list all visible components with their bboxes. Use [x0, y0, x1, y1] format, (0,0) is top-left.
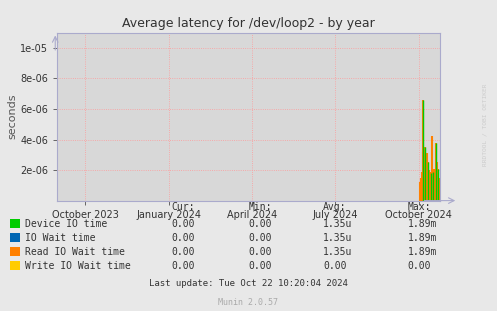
- Text: Cur:: Cur:: [171, 202, 195, 212]
- Text: 1.35u: 1.35u: [323, 233, 352, 243]
- Text: Min:: Min:: [248, 202, 272, 212]
- Text: Read IO Wait time: Read IO Wait time: [25, 247, 125, 257]
- Text: 0.00: 0.00: [171, 233, 195, 243]
- Text: 0.00: 0.00: [323, 261, 346, 271]
- Text: 1.89m: 1.89m: [408, 247, 437, 257]
- Text: 0.00: 0.00: [248, 261, 272, 271]
- Text: 1.35u: 1.35u: [323, 219, 352, 229]
- Text: 0.00: 0.00: [171, 261, 195, 271]
- Text: 0.00: 0.00: [248, 247, 272, 257]
- Text: IO Wait time: IO Wait time: [25, 233, 95, 243]
- Text: 1.35u: 1.35u: [323, 247, 352, 257]
- Text: 0.00: 0.00: [248, 219, 272, 229]
- Text: Write IO Wait time: Write IO Wait time: [25, 261, 131, 271]
- Text: Munin 2.0.57: Munin 2.0.57: [219, 298, 278, 307]
- Text: RRDTOOL / TOBI OETIKER: RRDTOOL / TOBI OETIKER: [482, 83, 487, 166]
- Text: Last update: Tue Oct 22 10:20:04 2024: Last update: Tue Oct 22 10:20:04 2024: [149, 279, 348, 288]
- Text: 0.00: 0.00: [171, 247, 195, 257]
- Title: Average latency for /dev/loop2 - by year: Average latency for /dev/loop2 - by year: [122, 17, 375, 30]
- Text: 1.89m: 1.89m: [408, 219, 437, 229]
- Y-axis label: seconds: seconds: [7, 94, 17, 139]
- Text: Avg:: Avg:: [323, 202, 346, 212]
- Text: 0.00: 0.00: [408, 261, 431, 271]
- Text: Device IO time: Device IO time: [25, 219, 107, 229]
- Text: Max:: Max:: [408, 202, 431, 212]
- Text: 1.89m: 1.89m: [408, 233, 437, 243]
- Text: 0.00: 0.00: [171, 219, 195, 229]
- Text: 0.00: 0.00: [248, 233, 272, 243]
